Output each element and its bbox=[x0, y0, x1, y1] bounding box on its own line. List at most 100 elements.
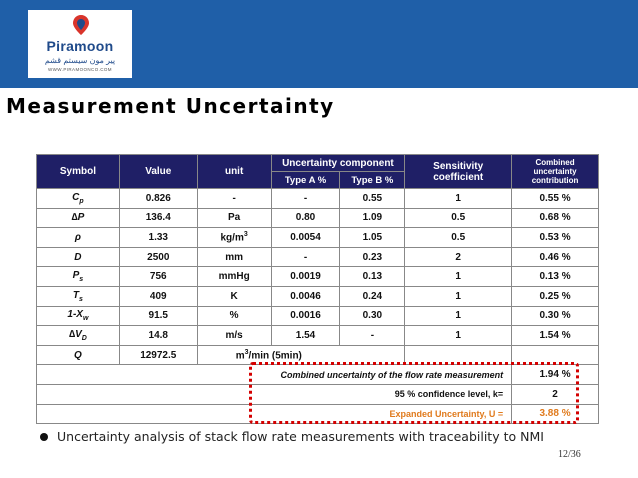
header-type-a: Type A % bbox=[270, 171, 341, 189]
row-combined: 0.68 % bbox=[511, 207, 599, 229]
row-symbol: ∆P bbox=[36, 207, 120, 229]
table-row: ∆P 136.4 Pa 0.80 1.09 0.5 0.68 % bbox=[36, 207, 599, 229]
table-row: Ts 409 K 0.0046 0.24 1 0.25 % bbox=[36, 285, 599, 307]
logo-brand: Piramoon bbox=[46, 38, 114, 54]
row-combined: 0.46 % bbox=[511, 246, 599, 268]
row-symbol: D bbox=[36, 246, 120, 268]
table-row: Cp 0.826 - - 0.55 1 0.55 % bbox=[36, 188, 599, 209]
row-value: 409 bbox=[118, 285, 198, 307]
header-symbol: Symbol bbox=[36, 154, 120, 189]
company-logo: Piramoon پیر مون سیستم قشم WWW.PIRAMOONC… bbox=[28, 10, 132, 78]
table-header-row: Symbol Value unit Uncertainty component … bbox=[36, 154, 599, 189]
row-type-b: 1.09 bbox=[339, 207, 406, 229]
row-symbol: ∆VD bbox=[36, 325, 120, 346]
row-value: 136.4 bbox=[118, 207, 198, 229]
q-symbol: Q bbox=[36, 344, 120, 366]
row-type-a: 0.0016 bbox=[270, 305, 341, 327]
header-combined-line1: Combined bbox=[535, 158, 575, 167]
expanded-uncertainty-value: 3.88 % bbox=[511, 403, 599, 425]
row-type-b: 1.05 bbox=[339, 227, 406, 248]
row-symbol: ρ bbox=[36, 227, 120, 248]
row-unit: K bbox=[196, 285, 272, 307]
combined-uncertainty-row: Combined uncertainty of the flow rate me… bbox=[35, 364, 599, 385]
page-number: 12/36 bbox=[558, 449, 581, 460]
row-combined: 0.13 % bbox=[511, 266, 599, 287]
header-bar: Piramoon پیر مون سیستم قشم WWW.PIRAMOONC… bbox=[0, 0, 638, 88]
row-combined: 1.54 % bbox=[511, 325, 599, 346]
row-type-b: 0.23 bbox=[339, 246, 406, 268]
row-value: 1.33 bbox=[118, 227, 198, 248]
row-sensitivity: 1 bbox=[404, 305, 513, 327]
row-symbol: 1-Xw bbox=[36, 305, 120, 327]
row-combined: 0.25 % bbox=[511, 285, 599, 307]
row-sensitivity: 2 bbox=[404, 246, 513, 268]
bullet-text: Uncertainty analysis of stack flow rate … bbox=[57, 429, 544, 444]
logo-url: WWW.PIRAMOONCO.COM bbox=[48, 67, 112, 72]
row-unit: Pa bbox=[196, 207, 272, 229]
row-type-b: 0.55 bbox=[339, 188, 406, 209]
q-value: 12972.5 bbox=[118, 344, 198, 366]
table-row: ∆VD 14.8 m/s 1.54 - 1 1.54 % bbox=[36, 325, 599, 346]
row-type-b: 0.24 bbox=[339, 285, 406, 307]
uncertainty-table: Symbol Value unit Uncertainty component … bbox=[35, 154, 599, 425]
row-sensitivity: 0.5 bbox=[404, 207, 513, 229]
row-value: 0.826 bbox=[118, 188, 198, 209]
row-unit: % bbox=[196, 305, 272, 327]
confidence-level-row: 95 % confidence level, k= 2 bbox=[35, 383, 599, 405]
page-title: Measurement Uncertainty bbox=[6, 94, 335, 118]
row-combined: 0.30 % bbox=[511, 305, 599, 327]
row-sensitivity: 0.5 bbox=[404, 227, 513, 248]
header-type-b: Type B % bbox=[339, 171, 406, 189]
row-sensitivity: 1 bbox=[404, 266, 513, 287]
row-type-a: - bbox=[270, 246, 341, 268]
row-type-a: 1.54 bbox=[270, 325, 341, 346]
header-sensitivity: Sensitivity coefficient bbox=[404, 154, 513, 189]
row-value: 91.5 bbox=[118, 305, 198, 327]
expanded-uncertainty-row: Expanded Uncertainty, U = 3.88 % bbox=[35, 403, 599, 425]
row-combined: 0.53 % bbox=[511, 227, 599, 248]
table-row: 1-Xw 91.5 % 0.0016 0.30 1 0.30 % bbox=[36, 305, 599, 327]
row-sensitivity: 1 bbox=[404, 285, 513, 307]
row-symbol: Ps bbox=[36, 266, 120, 287]
header-unit: unit bbox=[196, 154, 272, 189]
row-type-a: 0.0054 bbox=[270, 227, 341, 248]
confidence-level-value: 2 bbox=[511, 383, 599, 405]
logo-drop-icon bbox=[73, 15, 89, 35]
header-value: Value bbox=[118, 154, 198, 189]
row-type-a: 0.80 bbox=[270, 207, 341, 229]
row-unit: kg/m3 bbox=[196, 227, 272, 248]
combined-uncertainty-value: 1.94 % bbox=[511, 364, 599, 385]
row-type-a: 0.0046 bbox=[270, 285, 341, 307]
row-unit: mm bbox=[196, 246, 272, 268]
row-combined: 0.55 % bbox=[511, 188, 599, 209]
row-sensitivity: 1 bbox=[404, 188, 513, 209]
expanded-uncertainty-label: Expanded Uncertainty, U = bbox=[35, 403, 513, 425]
row-unit: m/s bbox=[196, 325, 272, 346]
combined-uncertainty-label: Combined uncertainty of the flow rate me… bbox=[35, 364, 513, 385]
row-unit: mmHg bbox=[196, 266, 272, 287]
table-row: ρ 1.33 kg/m3 0.0054 1.05 0.5 0.53 % bbox=[36, 227, 599, 248]
header-combined-line2: uncertainty bbox=[533, 167, 577, 176]
row-unit: - bbox=[196, 188, 272, 209]
q-unit: m3/min (5min) bbox=[196, 344, 340, 366]
table-row-q: Q 12972.5 m3/min (5min) bbox=[36, 344, 599, 366]
header-uncertainty-component: Uncertainty component bbox=[270, 154, 406, 172]
row-value: 2500 bbox=[118, 246, 198, 268]
row-type-a: 0.0019 bbox=[270, 266, 341, 287]
row-type-a: - bbox=[270, 188, 341, 209]
row-symbol: Ts bbox=[36, 285, 120, 307]
bullet-icon bbox=[40, 433, 48, 441]
row-symbol: Cp bbox=[36, 188, 120, 209]
row-type-b: 0.30 bbox=[339, 305, 406, 327]
header-combined: Combined uncertainty contribution bbox=[511, 154, 599, 189]
table-row: Ps 756 mmHg 0.0019 0.13 1 0.13 % bbox=[36, 266, 599, 287]
confidence-level-label: 95 % confidence level, k= bbox=[35, 383, 513, 405]
row-type-b: 0.13 bbox=[339, 266, 406, 287]
row-value: 756 bbox=[118, 266, 198, 287]
row-value: 14.8 bbox=[118, 325, 198, 346]
header-combined-line3: contribution bbox=[531, 176, 579, 185]
row-sensitivity: 1 bbox=[404, 325, 513, 346]
row-type-b: - bbox=[339, 325, 406, 346]
table-row: D 2500 mm - 0.23 2 0.46 % bbox=[36, 246, 599, 268]
table-subheader-row: Type A % Type B % bbox=[37, 171, 599, 189]
